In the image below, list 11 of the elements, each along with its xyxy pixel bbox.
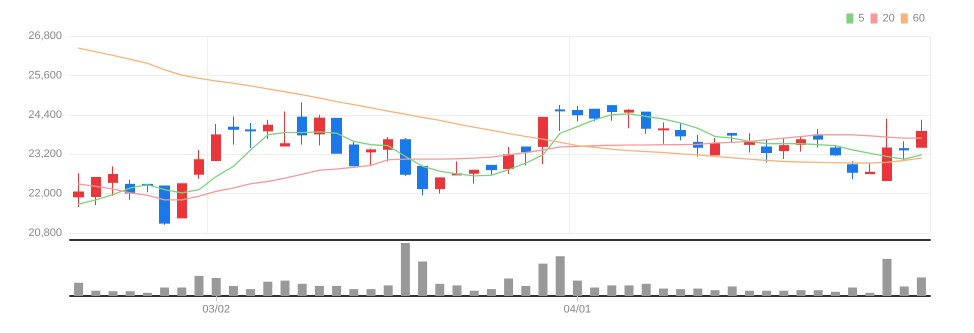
legend-label: 5 xyxy=(858,12,865,24)
x-tick-label: 03/02 xyxy=(202,304,230,316)
y-tick-label: 24,400 xyxy=(28,108,62,121)
y-tick-label: 23,200 xyxy=(28,148,62,160)
y-tick-label: 26,800 xyxy=(28,30,62,42)
x-tick-label: 04/01 xyxy=(564,304,592,316)
legend-label: 20 xyxy=(882,12,895,24)
y-tick-label: 22,000 xyxy=(28,188,62,200)
legend-label: 60 xyxy=(912,12,926,24)
y-tick-label: 25,600 xyxy=(28,69,62,82)
y-tick-label: 20,800 xyxy=(28,227,62,239)
